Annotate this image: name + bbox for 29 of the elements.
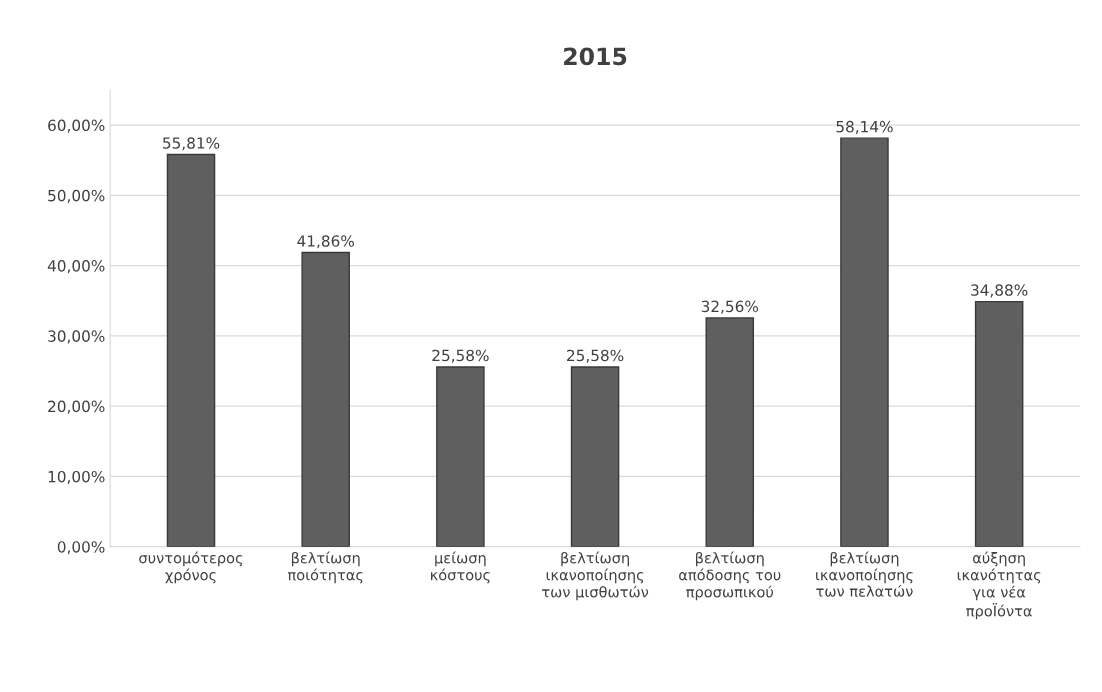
bar [705,317,755,547]
y-tick-label: 50,00% [48,189,105,203]
bar [436,366,485,547]
x-tick-label: βελτίωση ικανοποίησης των πελατών [816,551,913,597]
data-label: 41,86% [297,235,354,249]
chart-title: 2015 [564,47,627,66]
bar [570,366,620,547]
bar [301,251,350,547]
x-tick-label: μείωση κόστους [431,551,490,584]
y-tick-label: 40,00% [47,260,105,274]
x-tick-label: βελτίωση ικανοποίησης των μισθωτών [542,551,649,601]
data-label: 34,88% [971,284,1028,298]
y-tick-label: 10,00% [48,470,105,484]
data-label: 25,58% [567,349,624,363]
bar [840,137,889,547]
x-tick-label: αύξηση ικανότητας για νέα προΪόντα [957,551,1041,620]
x-tick-label: βελτίωση ποιότητας [287,551,363,584]
bar [166,153,216,547]
x-tick-label: βελτίωση απόδοσης του προσωπικού [679,551,781,601]
data-label: 32,56% [701,300,759,314]
y-tick-label: 30,00% [48,330,105,344]
data-label: 55,81% [163,137,220,151]
data-label: 25,58% [432,349,489,363]
x-tick-label: συντομότερος χρόνος [139,551,243,584]
y-tick-label: 60,00% [48,119,105,133]
y-tick-label: 20,00% [48,400,105,414]
y-tick-label: 0,00% [57,541,105,555]
data-label: 58,14% [836,120,893,134]
bar [974,300,1024,547]
